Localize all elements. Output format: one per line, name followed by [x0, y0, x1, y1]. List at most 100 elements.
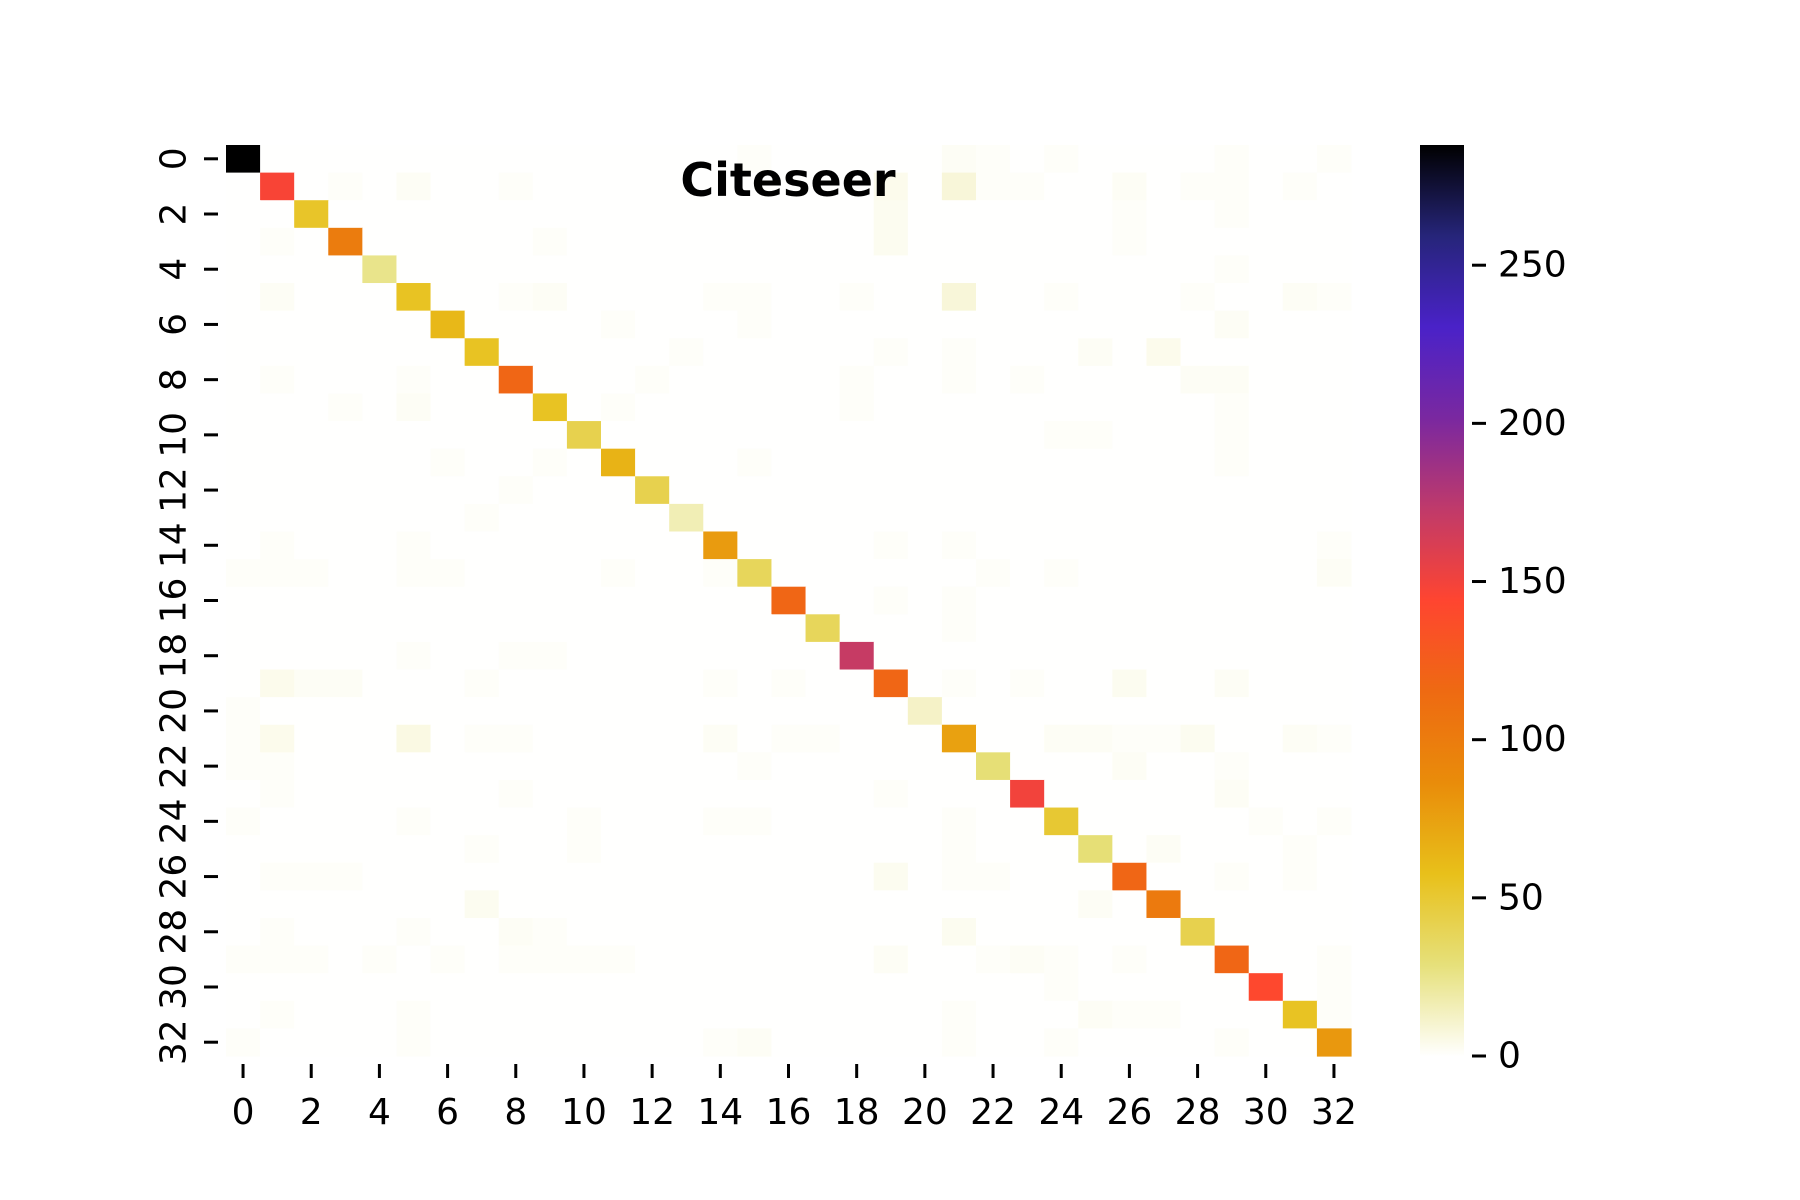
heatmap-cell: [1248, 531, 1284, 560]
heatmap-cell: [737, 145, 773, 174]
heatmap-cell: [362, 503, 398, 533]
heatmap-cell: [1044, 227, 1079, 257]
heatmap-cell: [805, 669, 841, 698]
heatmap-cell: [1010, 1000, 1045, 1029]
heatmap-cell: [703, 476, 738, 505]
heatmap-cell: [1316, 862, 1352, 891]
heatmap-cell: [1146, 421, 1182, 450]
heatmap-cell: [771, 752, 807, 781]
heatmap-cell: [907, 697, 943, 726]
heatmap-cell: [294, 1000, 329, 1029]
heatmap-cell: [498, 559, 534, 588]
heatmap-cell: [1214, 641, 1250, 671]
heatmap-cell: [1282, 476, 1318, 505]
heatmap-cell: [873, 641, 909, 671]
heatmap-cell: [1214, 835, 1250, 864]
heatmap-cell: [601, 227, 636, 257]
heatmap-cell: [1146, 503, 1182, 533]
heatmap-cell: [430, 145, 466, 174]
heatmap-cell: [430, 393, 466, 422]
heatmap-cell: [669, 531, 704, 560]
heatmap-cell: [362, 448, 398, 477]
heatmap-cell: [328, 614, 363, 643]
heatmap-cell: [771, 365, 807, 395]
heatmap-cell: [1044, 862, 1079, 891]
heatmap-cell: [703, 724, 738, 753]
heatmap-cell: [1214, 531, 1250, 560]
heatmap-cell: [941, 835, 977, 864]
heatmap-cell: [328, 752, 363, 781]
heatmap-cell: [669, 945, 704, 974]
heatmap-cell: [771, 255, 807, 284]
heatmap-cell: [873, 835, 909, 864]
heatmap-cell: [226, 172, 261, 201]
heatmap-cell: [703, 1000, 738, 1029]
heatmap-cell: [805, 807, 841, 836]
heatmap-cell: [839, 503, 875, 533]
heatmap-cell: [737, 1000, 773, 1029]
heatmap-cell: [1078, 890, 1113, 919]
heatmap-cell: [805, 255, 841, 284]
heatmap-cell: [839, 365, 875, 395]
heatmap-cell: [703, 973, 738, 1002]
heatmap-cell: [805, 503, 841, 533]
heatmap-cell: [873, 448, 909, 477]
heatmap-cell: [430, 890, 466, 919]
heatmap-cell: [532, 1028, 568, 1057]
heatmap-cell: [1282, 448, 1318, 477]
heatmap-cell: [805, 835, 841, 864]
heatmap-cell: [464, 255, 500, 284]
heatmap-cell: [669, 255, 704, 284]
heatmap-cell: [566, 890, 602, 919]
heatmap-cell: [260, 1000, 295, 1029]
heatmap-cell: [601, 614, 636, 643]
heatmap-cell: [260, 945, 295, 974]
heatmap-cell: [396, 531, 432, 560]
heatmap-cell: [1248, 172, 1284, 201]
heatmap-cell: [532, 365, 568, 395]
heatmap-cell: [396, 779, 432, 809]
heatmap-cell: [1112, 338, 1148, 367]
heatmap-cell: [396, 890, 432, 919]
heatmap-cell: [362, 669, 398, 698]
heatmap-cell: [1316, 365, 1352, 395]
heatmap-cell: [873, 338, 909, 367]
heatmap-cell: [566, 586, 602, 615]
heatmap-cell: [1010, 724, 1045, 753]
heatmap-cell: [1248, 200, 1284, 229]
heatmap-cell: [1010, 669, 1045, 698]
heatmap-cell: [566, 641, 602, 671]
heatmap-cell: [362, 752, 398, 781]
heatmap-cell: [771, 503, 807, 533]
heatmap-cell: [1112, 559, 1148, 588]
heatmap-cell: [1316, 145, 1352, 174]
heatmap-cell: [396, 227, 432, 257]
heatmap-cell: [464, 779, 500, 809]
heatmap-cell: [1044, 973, 1079, 1002]
heatmap-cell: [907, 200, 943, 229]
heatmap-cell: [601, 200, 636, 229]
y-tick-label: 30: [154, 964, 195, 1010]
heatmap-cell: [1010, 917, 1045, 947]
heatmap-cell: [498, 724, 534, 753]
heatmap-cell: [430, 283, 466, 312]
heatmap-cell: [907, 559, 943, 588]
heatmap-cell: [294, 531, 329, 560]
heatmap-cell: [669, 752, 704, 781]
heatmap-cell: [941, 1028, 977, 1057]
heatmap-cell: [1214, 807, 1250, 836]
heatmap-cell: [1316, 641, 1352, 671]
heatmap-cell: [907, 421, 943, 450]
heatmap-cell: [396, 973, 432, 1002]
y-tick-label: 32: [154, 1019, 195, 1065]
heatmap-cell: [260, 779, 295, 809]
x-tick-label: 2: [300, 1092, 323, 1133]
heatmap-cell: [1316, 559, 1352, 588]
heatmap-cell: [1146, 807, 1182, 836]
heatmap-cell: [873, 172, 909, 201]
heatmap-cell: [907, 283, 943, 312]
heatmap-cell: [703, 697, 738, 726]
heatmap-cell: [805, 145, 841, 174]
heatmap-cell: [941, 531, 977, 560]
heatmap-cell: [907, 669, 943, 698]
